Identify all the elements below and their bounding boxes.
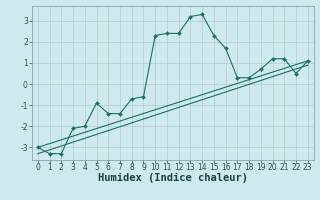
X-axis label: Humidex (Indice chaleur): Humidex (Indice chaleur) — [98, 173, 248, 183]
